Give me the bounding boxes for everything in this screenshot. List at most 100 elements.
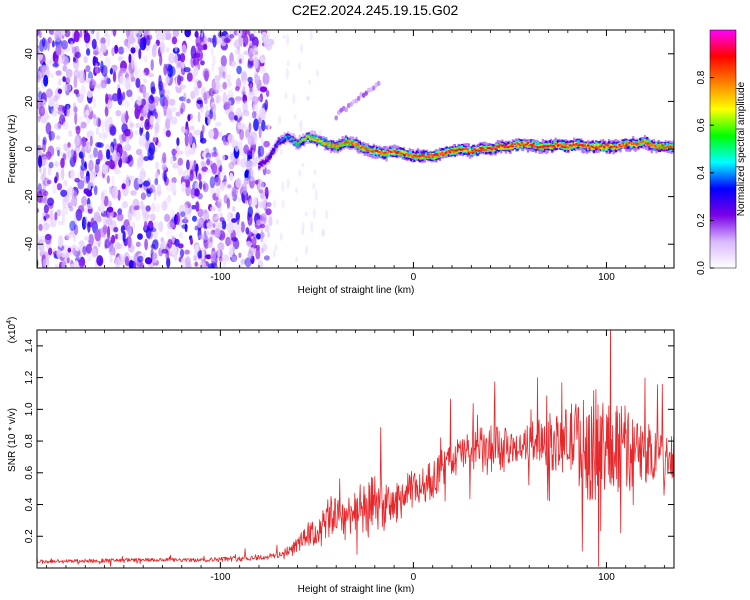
ridge-cell	[602, 145, 605, 147]
noise-blob	[134, 103, 139, 110]
noise-blob	[107, 200, 113, 208]
ridge-cell	[434, 155, 437, 159]
ridge-cell	[369, 148, 372, 150]
noise-blob	[170, 245, 178, 256]
noise-blob	[155, 171, 159, 180]
ridge-core	[258, 136, 674, 167]
y-tick-label: -20	[24, 189, 35, 204]
noise-blob	[143, 30, 150, 36]
ridge-cell	[591, 147, 594, 150]
ridge-cell	[558, 143, 561, 149]
spike-blob	[356, 95, 361, 101]
spectrogram-y-axis-label: Frequency (Hz)	[7, 115, 18, 184]
ridge-cell	[628, 141, 631, 144]
noise-blob	[135, 96, 143, 106]
ridge-cell	[332, 145, 335, 149]
noise-blob	[154, 221, 159, 229]
noise-blob	[41, 37, 46, 47]
noise-blob	[257, 259, 264, 268]
noise-blob	[215, 187, 221, 198]
noise-blob	[260, 65, 266, 74]
ridge-cell	[669, 144, 672, 148]
noise-blob	[233, 49, 241, 56]
noise-blob	[106, 149, 111, 160]
ridge-cell	[450, 149, 453, 151]
noise-blob	[246, 240, 252, 247]
noise-blob	[157, 190, 162, 195]
noise-blob	[295, 187, 299, 194]
noise-blob	[56, 249, 62, 259]
snr-x-axis-label: Height of straight line (km)	[298, 584, 415, 595]
noise-blob	[202, 68, 210, 79]
ridge-cell	[631, 143, 634, 147]
noise-blob	[226, 211, 231, 223]
ridge-cell	[316, 138, 319, 144]
noise-blob	[144, 238, 149, 251]
y-tick-label: 0.6	[24, 465, 35, 479]
ridge-cell	[338, 142, 341, 147]
noise-blob	[247, 250, 253, 261]
noise-blob	[100, 37, 106, 45]
noise-blob	[261, 212, 268, 225]
noise-blob	[52, 40, 55, 48]
noise-blob	[181, 44, 187, 55]
noise-blob	[48, 161, 54, 169]
ridge-cell	[576, 144, 579, 146]
noise-blob	[119, 75, 127, 86]
noise-blob	[172, 162, 180, 169]
ridge-cell	[500, 144, 503, 147]
ridge-cell	[448, 150, 451, 152]
noise-blob	[65, 84, 72, 92]
noise-blob	[265, 208, 272, 216]
noise-blob	[42, 226, 47, 234]
ridge-cell	[570, 144, 573, 150]
ridge-cell	[379, 152, 382, 155]
noise-blob	[93, 147, 98, 158]
noise-blob	[229, 172, 234, 182]
noise-blob	[259, 223, 266, 229]
noise-blob	[207, 263, 215, 268]
noise-blob	[251, 149, 255, 160]
noise-blob	[155, 30, 163, 41]
noise-blob	[70, 198, 77, 207]
ridge-cell	[577, 140, 580, 147]
noise-blob	[111, 234, 116, 244]
ridge-cell	[302, 137, 305, 141]
snr-background	[37, 330, 674, 568]
noise-blob	[252, 96, 259, 105]
noise-blob	[86, 203, 93, 209]
spike-blob	[364, 90, 369, 96]
snr-y-ticks: 0.2 0.4 0.6 0.8 1.0 1.2 1.4	[24, 338, 674, 543]
noise-blob	[182, 169, 190, 180]
ridge-cell	[328, 141, 331, 146]
noise-blob	[180, 102, 186, 113]
noise-blob	[38, 241, 46, 253]
ridge-cell	[602, 145, 605, 151]
noise-blob	[248, 122, 252, 133]
ridge-cell	[502, 144, 505, 147]
noise-blob	[74, 177, 80, 183]
noise-blob	[149, 213, 156, 222]
noise-blob	[197, 63, 201, 70]
noise-blob	[85, 65, 91, 73]
noise-blob	[45, 111, 49, 120]
noise-blob	[180, 61, 185, 69]
noise-blob	[275, 219, 279, 226]
noise-blob	[111, 175, 115, 188]
ridge-cell	[501, 146, 504, 150]
noise-blob	[190, 125, 195, 131]
ridge-cell	[263, 161, 267, 164]
noise-blob	[138, 178, 143, 185]
noise-blob	[84, 216, 88, 229]
ridge-cell	[306, 135, 309, 138]
ridge-cell	[292, 141, 295, 144]
noise-blob	[211, 54, 216, 66]
ridge-cell	[569, 144, 572, 146]
noise-blob	[73, 106, 78, 113]
noise-blob	[77, 179, 85, 190]
noise-blob	[263, 140, 270, 148]
noise-blob	[163, 171, 167, 183]
noise-blob	[103, 215, 108, 227]
ridge-cell	[431, 156, 434, 159]
noise-blob	[124, 256, 130, 267]
